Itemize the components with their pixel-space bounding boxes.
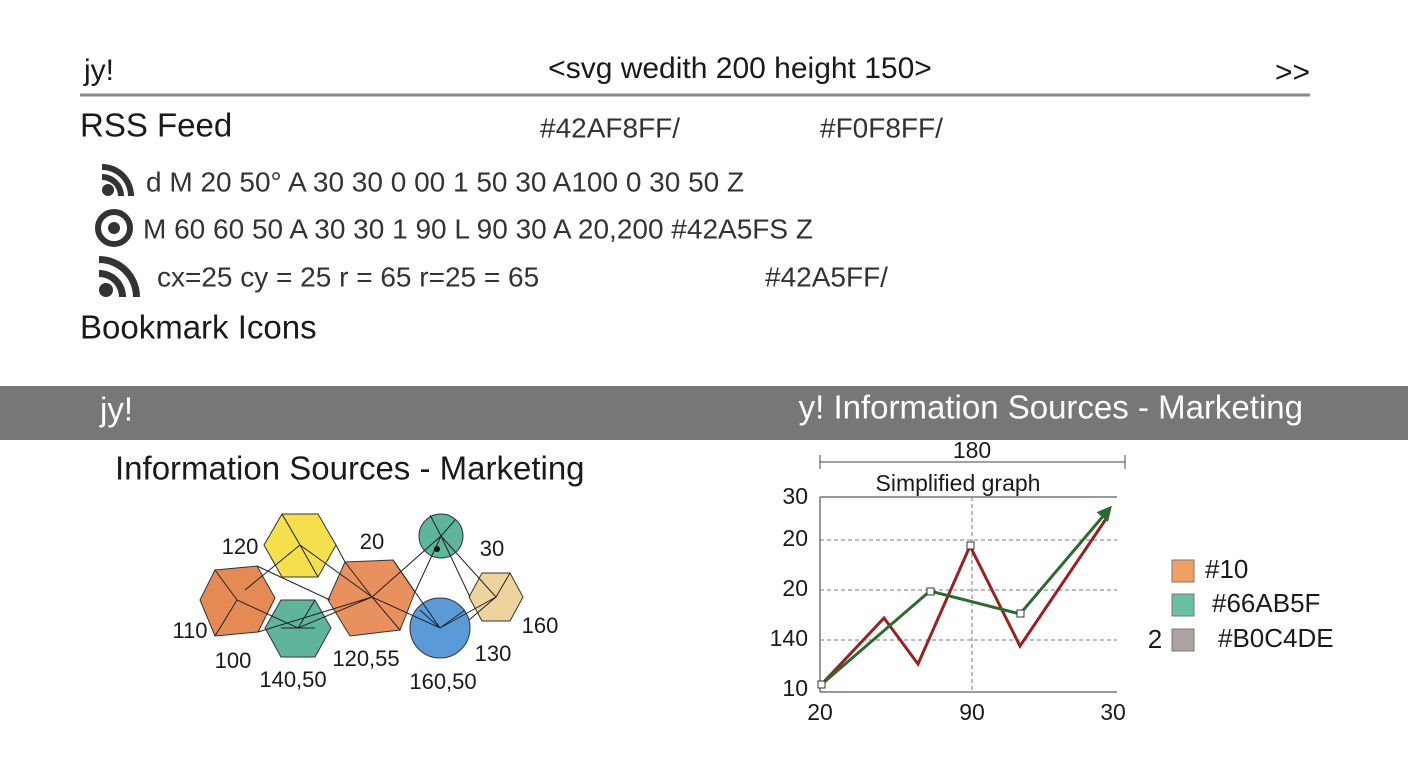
node-graph [199,513,524,659]
y-label: 30 [782,483,808,509]
node-label: 160,50 [409,669,476,694]
red-line [818,515,1110,688]
target-icon [95,209,133,247]
graph-title: Simplified graph [876,470,1041,496]
color-code: #42A5FF/ [765,261,888,292]
node-label: 30 [480,536,504,561]
node-label: 120,55 [332,646,399,671]
y-label: 140 [770,625,808,651]
y-label: 20 [782,575,808,601]
x-label: 20 [807,699,833,725]
legend-prefix: 2 [1148,624,1162,654]
green-line [821,505,1112,686]
node-label: 20 [360,529,384,554]
rss-row: cx=25 cy = 25 r = 65 r=25 = 65 [157,261,539,292]
node-label: 120 [222,534,259,559]
legend-label: #10 [1205,554,1248,584]
header-center: <svg wedith 200 height 150> [548,52,932,85]
rss-title: RSS Feed [80,107,232,144]
section-title: Bookmark Icons [80,309,317,346]
band-left: jy! [99,391,133,428]
legend-swatch [1171,628,1195,652]
point-markers [817,541,1025,689]
rss-icon [99,256,140,297]
y-label: 10 [782,675,808,701]
rss-row: d M 20 50° A 30 30 0 00 1 50 30 A100 0 3… [146,166,744,197]
legend-label: #66AB5F [1212,588,1320,618]
node-label: 100 [215,648,252,673]
node-label: 140,50 [259,667,326,692]
legend-label: #B0C4DE [1218,623,1334,653]
node-label: 130 [475,641,512,666]
measure-label: 180 [953,437,991,463]
diagram-title: Information Sources - Marketing [115,450,585,487]
rss-icon [102,164,134,196]
header-left: jy! [83,54,114,87]
header-right[interactable]: >> [1275,56,1310,89]
band [0,386,1408,440]
node-label: 160 [522,613,559,638]
measure [819,455,1126,469]
x-label: 30 [1100,699,1126,725]
rss-row: M 60 60 50 A 30 30 1 90 L 90 30 A 20,200… [143,213,813,244]
node-label: 110 [172,618,207,643]
legend-swatch [1171,593,1195,617]
x-label: 90 [959,699,985,725]
band-right: y! Information Sources - Marketing [799,389,1303,426]
color-code: #42AF8FF/ [540,112,680,143]
y-label: 20 [782,525,808,551]
color-code: #F0F8FF/ [820,112,943,143]
legend-swatch [1171,559,1195,583]
graph-frame [819,496,1117,693]
